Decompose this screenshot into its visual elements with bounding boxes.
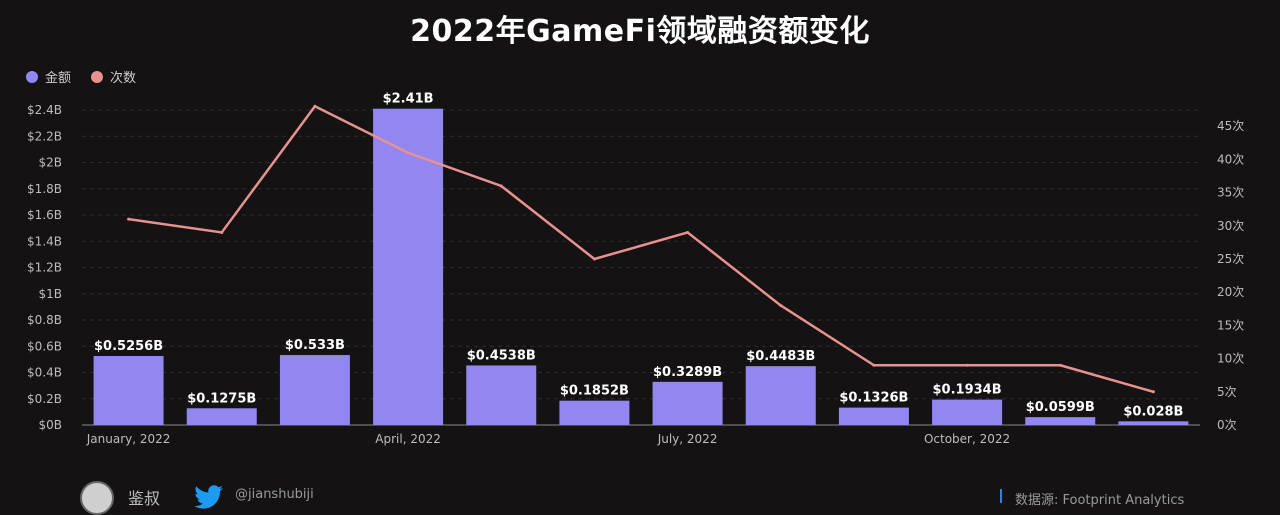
count-point-2022-07 <box>686 230 690 234</box>
y-left-tick-label: $0.4B <box>27 366 62 380</box>
count-point-2022-06 <box>592 257 596 261</box>
bar-2022-04 <box>373 108 444 425</box>
count-point-2022-05 <box>499 184 503 188</box>
footer-divider <box>1000 489 1002 503</box>
y-left-tick-label: $0.6B <box>27 339 62 353</box>
x-tick-label: July, 2022 <box>657 432 718 446</box>
y-right-tick-label: 25次 <box>1217 252 1244 266</box>
y-left-tick-label: $0.2B <box>27 392 62 406</box>
y-left-tick-label: $2.4B <box>27 103 62 117</box>
y-left-tick-label: $0.8B <box>27 313 62 327</box>
y-right-tick-label: 20次 <box>1217 285 1244 299</box>
footer: 鉴叔 @jianshubiji 数据源: Footprint Analytics <box>0 475 1280 515</box>
y-left-tick-label: $1.6B <box>27 208 62 222</box>
count-point-2022-04 <box>406 151 410 155</box>
bar-2022-11 <box>1025 417 1096 425</box>
twitter-icon <box>194 485 223 509</box>
y-right-tick-label: 30次 <box>1217 219 1244 233</box>
footer-twitter-handle[interactable]: @jianshubiji <box>235 487 314 502</box>
y-right-tick-label: 10次 <box>1217 352 1244 366</box>
count-point-2022-10 <box>965 363 969 367</box>
bar-2022-06 <box>559 400 630 425</box>
bar-data-label: $0.4538B <box>467 348 536 363</box>
bar-data-label: $0.533B <box>285 338 345 353</box>
bar-2022-08 <box>745 366 816 425</box>
y-left-tick-label: $1B <box>38 287 62 301</box>
bar-data-label: $0.3289B <box>653 365 722 380</box>
count-point-2022-09 <box>872 363 876 367</box>
bar-data-label: $0.0599B <box>1026 400 1095 415</box>
x-tick-label: January, 2022 <box>86 432 171 446</box>
y-right-tick-label: 35次 <box>1217 186 1244 200</box>
legend-dot-count <box>91 70 104 83</box>
bar-data-label: $0.4483B <box>746 349 815 364</box>
y-right-tick-label: 5次 <box>1217 385 1237 399</box>
y-right-tick-label: 40次 <box>1217 152 1244 166</box>
footer-data-source: 数据源: Footprint Analytics <box>1015 493 1185 508</box>
bar-2022-07 <box>652 381 723 425</box>
count-point-2022-08 <box>779 303 783 307</box>
y-left-tick-label: $1.4B <box>27 234 62 248</box>
legend-item-amount[interactable]: 金额 <box>26 67 71 86</box>
count-point-2022-03 <box>313 104 317 108</box>
y-right-tick-label: 0次 <box>1217 418 1237 432</box>
avatar <box>80 481 114 515</box>
chart-legend: 金额 次数 <box>26 67 156 86</box>
bar-data-label: $0.028B <box>1123 404 1183 419</box>
count-point-2022-11 <box>1058 363 1062 367</box>
legend-label-count: 次数 <box>110 71 137 86</box>
y-left-tick-label: $2B <box>38 156 62 170</box>
bar-2022-03 <box>279 355 350 425</box>
financing-chart: $0B $0.2B $0.4B $0.6B $0.8B $1B $1.2B $1.4B $1.6… <box>27 92 1244 446</box>
bar-2022-05 <box>466 365 537 425</box>
y-left-tick-label: $0B <box>38 418 62 432</box>
y-right-tick-label: 15次 <box>1217 318 1244 332</box>
y-left-tick-label: $1.8B <box>27 182 62 196</box>
legend-dot-amount <box>26 70 38 83</box>
y-left-tick-label: $1.2B <box>27 261 62 275</box>
bar-2022-12 <box>1118 421 1189 425</box>
footer-author-name: 鉴叔 <box>128 489 161 508</box>
y-left-tick-label: $2.2B <box>27 129 62 143</box>
count-point-2022-12 <box>1151 390 1155 394</box>
count-line <box>128 105 1154 394</box>
bar-2022-01 <box>93 356 164 425</box>
bar-2022-09 <box>838 407 909 425</box>
count-point-2022-01 <box>127 217 131 221</box>
chart-title: 2022年GameFi领域融资额变化 <box>410 14 870 49</box>
bar-data-label: $0.1326B <box>839 391 908 406</box>
bar-data-label: $2.41B <box>383 92 434 107</box>
bar-data-label: $0.1934B <box>933 383 1002 398</box>
x-tick-label: April, 2022 <box>375 432 441 446</box>
bar-data-label: $0.5256B <box>94 339 163 354</box>
x-tick-label: October, 2022 <box>924 432 1010 446</box>
legend-item-count[interactable]: 次数 <box>91 67 136 86</box>
bar-data-label: $0.1275B <box>187 391 256 406</box>
count-point-2022-02 <box>220 230 224 234</box>
y-right-tick-label: 45次 <box>1217 119 1244 133</box>
bar-data-label: $0.1852B <box>560 384 629 399</box>
bar-2022-10 <box>932 399 1003 425</box>
legend-label-amount: 金额 <box>45 71 72 86</box>
bar-2022-02 <box>186 408 257 425</box>
